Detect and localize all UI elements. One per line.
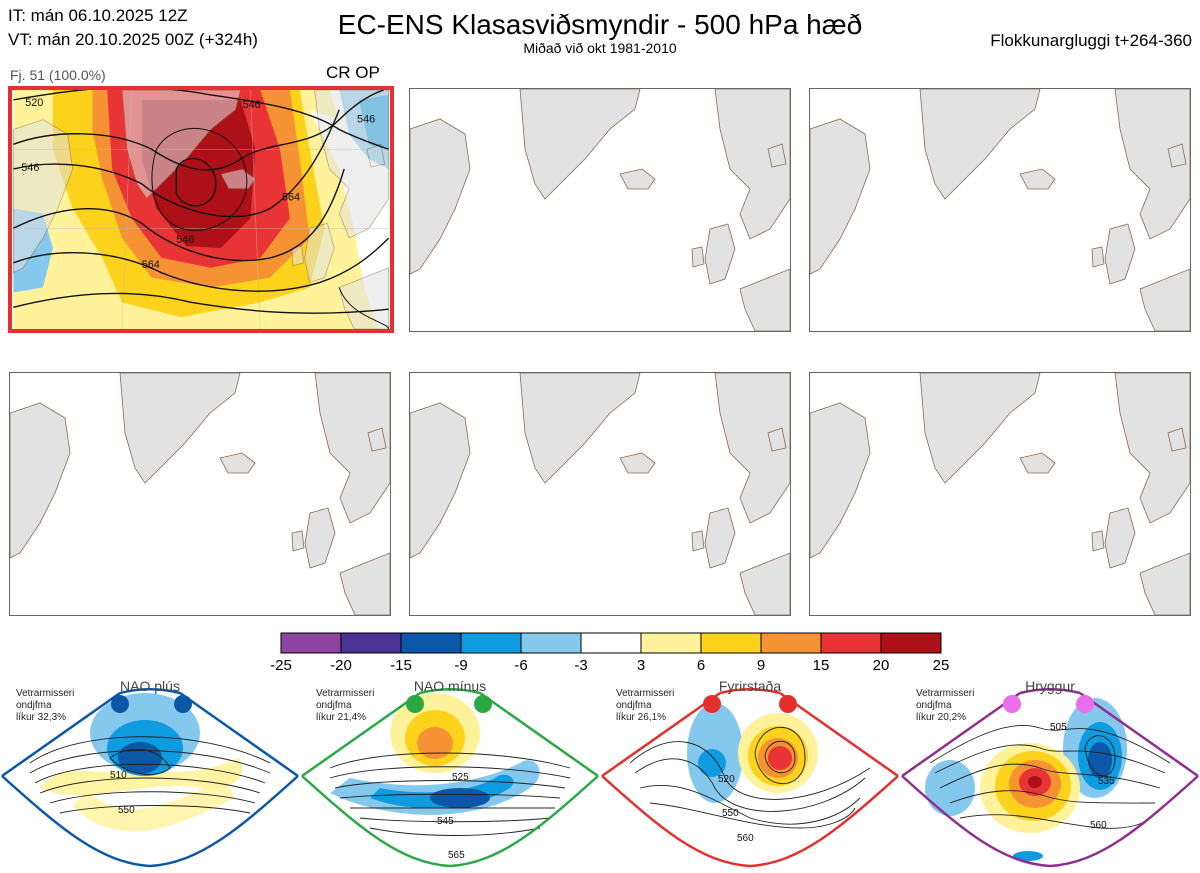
contour-label: 505 — [1050, 722, 1067, 733]
colorbar-tick-label: -25 — [270, 657, 292, 674]
regime-title: Hryggur — [1025, 678, 1075, 694]
cluster-map-1[interactable]: 520 546 546 564 546 564 546 — [8, 86, 394, 333]
regime-title: NAO plús — [120, 678, 180, 694]
colorbar-tick-label: -6 — [514, 657, 528, 674]
colorbar-swatch — [520, 632, 582, 654]
basemap-svg — [410, 373, 790, 615]
regime-info: Vetrarmisseri ondjfma líkur 32,3% — [16, 688, 75, 723]
regime-title: NAO mínus — [413, 678, 487, 694]
basemap-svg — [810, 373, 1190, 615]
contour-label: 546 — [242, 99, 260, 111]
colorbar-tick-label: 25 — [932, 657, 950, 674]
colorbar-swatch — [580, 632, 642, 654]
contour-label: 546 — [357, 114, 375, 126]
colorbar-swatch — [340, 632, 402, 654]
valid-time: VT: mán 20.10.2025 00Z (+324h) — [8, 30, 258, 49]
initial-time: IT: mán 06.10.2025 12Z — [8, 6, 188, 25]
colorbar-tick-label: 9 — [756, 657, 766, 674]
classification-window: Flokkunargluggi t+264-360 — [990, 31, 1192, 50]
colorbar-swatch — [640, 632, 702, 654]
regime-nao-plus: 510 550 NAO plús Vetrarmisseri ondjfma l… — [0, 678, 300, 868]
contour-label: 564 — [282, 192, 300, 204]
basemap-svg — [810, 89, 1190, 331]
regime-label: CR OP — [326, 63, 380, 82]
colorbar-tick-label: 15 — [812, 657, 830, 674]
colorbar-swatch — [400, 632, 462, 654]
colorbar — [280, 632, 942, 654]
regime-dot — [111, 695, 129, 713]
regime-dot — [703, 695, 721, 713]
member-count: Fj. 51 (100.0%) — [10, 67, 106, 83]
anomaly-map-svg: 520 546 546 564 546 564 546 — [12, 90, 390, 329]
contour-label: 545 — [437, 816, 454, 827]
colorbar-tick-label: -15 — [390, 657, 412, 674]
regime-map-svg: 520 550 560 — [601, 688, 899, 868]
regime-map-svg: 510 550 — [1, 688, 299, 868]
regime-dot — [406, 695, 424, 713]
contour-label: 546 — [176, 234, 194, 246]
page-subtitle: Miðað við okt 1981-2010 — [523, 40, 677, 56]
regime-dot — [1076, 695, 1094, 713]
regime-info: Vetrarmisseri ondjfma líkur 20,2% — [916, 688, 975, 723]
regime-ridge: 505 535 560 Hryggur Vetrarmisseri ondjfm… — [900, 678, 1200, 868]
colorbar-swatch — [460, 632, 522, 654]
contour-label: 550 — [722, 808, 739, 819]
regime-map-svg: 525 545 565 — [301, 688, 599, 868]
regime-map-svg: 505 535 560 — [901, 688, 1199, 868]
cluster-map-3[interactable] — [809, 88, 1191, 332]
contour-label: 560 — [1090, 820, 1107, 831]
regime-dot — [779, 695, 797, 713]
contour-label: 546 — [21, 162, 39, 174]
colorbar-swatch — [280, 632, 342, 654]
colorbar-tick-label: 20 — [872, 657, 890, 674]
regime-title: Fyrirstaða — [718, 678, 782, 694]
cluster-map-5[interactable] — [409, 372, 791, 616]
contour-label: 550 — [118, 805, 135, 816]
contour-label: 560 — [737, 833, 754, 844]
regime-nao-minus: 525 545 565 NAO mínus Vetrarmisseri ondj… — [300, 678, 600, 868]
cluster-map-2[interactable] — [409, 88, 791, 332]
basemap-svg — [10, 373, 390, 615]
cluster-map-4[interactable] — [9, 372, 391, 616]
regime-dot — [174, 695, 192, 713]
colorbar-tick-label: 3 — [636, 657, 646, 674]
contour-label: 525 — [452, 772, 469, 783]
contour-label: 564 — [142, 259, 160, 271]
colorbar-tick-label: -20 — [330, 657, 352, 674]
regime-info: Vetrarmisseri ondjfma líkur 26,1% — [616, 688, 675, 723]
cluster-map-6[interactable] — [809, 372, 1191, 616]
basemap-svg — [410, 89, 790, 331]
colorbar-swatch — [700, 632, 762, 654]
regime-dot — [1003, 695, 1021, 713]
colorbar-tick-label: -3 — [574, 657, 588, 674]
colorbar-swatch — [820, 632, 882, 654]
regime-dot — [474, 695, 492, 713]
page-title: EC-ENS Klasasviðsmyndir - 500 hPa hæð — [337, 9, 863, 40]
contour-label: 510 — [110, 770, 127, 781]
contour-label: 520 — [25, 97, 43, 109]
contour-label: 535 — [1098, 776, 1115, 787]
colorbar-swatch — [880, 632, 942, 654]
colorbar-swatch — [760, 632, 822, 654]
contour-label: 565 — [448, 850, 465, 861]
colorbar-tick-label: -9 — [454, 657, 468, 674]
header-info: IT: mán 06.10.2025 12Z VT: mán 20.10.202… — [8, 4, 258, 52]
colorbar-tick-label: 6 — [696, 657, 706, 674]
contour-label: 520 — [718, 774, 735, 785]
regime-info: Vetrarmisseri ondjfma líkur 21,4% — [316, 688, 375, 723]
regime-blocking: 520 550 560 Fyrirstaða Vetrarmisseri ond… — [600, 678, 900, 868]
